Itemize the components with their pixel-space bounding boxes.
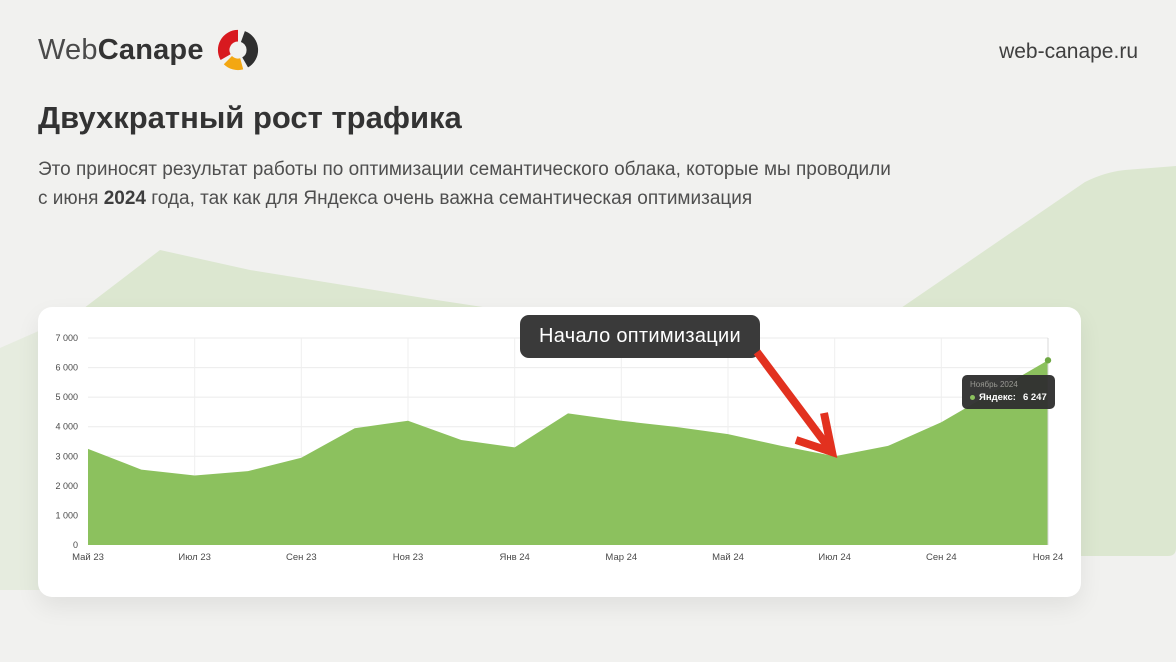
lead-paragraph: Это приносят результат работы по оптимиз… bbox=[38, 155, 898, 214]
svg-text:Сен 24: Сен 24 bbox=[926, 552, 957, 563]
svg-text:Май 24: Май 24 bbox=[712, 552, 744, 563]
svg-text:Ноя 23: Ноя 23 bbox=[393, 552, 424, 563]
chart-card: 0 1 000 2 000 3 000 4 000 5 000 6 000 7 000 Май … bbox=[38, 307, 1081, 597]
tooltip-series-name: Яндекс: bbox=[979, 392, 1016, 403]
webcanape-logo: WebCanape bbox=[38, 28, 260, 72]
svg-text:5 000: 5 000 bbox=[55, 392, 78, 402]
svg-text:Янв 24: Янв 24 bbox=[499, 552, 529, 563]
svg-text:1 000: 1 000 bbox=[55, 510, 78, 520]
logo-arc-dark bbox=[240, 31, 258, 68]
svg-text:Сен 23: Сен 23 bbox=[286, 552, 317, 563]
y-axis-labels: 0 1 000 2 000 3 000 4 000 5 000 6 000 7 000 bbox=[55, 333, 78, 550]
svg-text:2 000: 2 000 bbox=[55, 481, 78, 491]
svg-text:3 000: 3 000 bbox=[55, 451, 78, 461]
svg-text:Мар 24: Мар 24 bbox=[605, 552, 637, 563]
svg-text:0: 0 bbox=[73, 540, 78, 550]
chart-tooltip: Ноябрь 2024 Яндекс: 6 247 bbox=[962, 375, 1055, 409]
webcanape-logo-icon bbox=[217, 29, 258, 71]
lead-text-after: года, так как для Яндекса очень важна се… bbox=[145, 188, 753, 210]
svg-text:6 000: 6 000 bbox=[55, 363, 78, 373]
series-dot-icon bbox=[970, 395, 975, 400]
tooltip-value: 6 247 bbox=[1022, 392, 1047, 403]
optimization-annotation: Начало оптимизации bbox=[520, 315, 760, 358]
svg-text:4 000: 4 000 bbox=[55, 422, 78, 432]
svg-text:Ноя 24: Ноя 24 bbox=[1033, 552, 1064, 563]
logo-text-canape: Canape bbox=[97, 33, 204, 66]
svg-text:Июл 24: Июл 24 bbox=[818, 552, 851, 563]
tooltip-date: Ноябрь 2024 bbox=[970, 380, 1018, 389]
webcanape-logo-text: WebCanape bbox=[38, 34, 204, 67]
logo-arc-red bbox=[217, 29, 239, 61]
site-url: web-canape.ru bbox=[999, 40, 1138, 63]
svg-text:Июл 23: Июл 23 bbox=[178, 552, 211, 563]
traffic-area-series bbox=[88, 360, 1048, 545]
svg-text:7 000: 7 000 bbox=[55, 333, 78, 343]
last-point-dot bbox=[1044, 357, 1052, 364]
logo-arc-yellow bbox=[223, 55, 243, 71]
tooltip-row: Яндекс: 6 247 bbox=[970, 392, 1047, 403]
x-axis-labels: Май 23 Июл 23 Сен 23 Ноя 23 Янв 24 Мар 24 Май … bbox=[72, 552, 1063, 563]
lead-text-before: Это приносят результат работы по оптимиз… bbox=[38, 159, 891, 210]
page-title: Двухкратный рост трафика bbox=[38, 100, 462, 135]
lead-text-bold-year: 2024 bbox=[103, 188, 146, 210]
logo-text-web: Web bbox=[38, 33, 98, 66]
svg-text:Май 23: Май 23 bbox=[72, 552, 104, 563]
traffic-area-chart: 0 1 000 2 000 3 000 4 000 5 000 6 000 7 000 Май … bbox=[55, 333, 1063, 563]
